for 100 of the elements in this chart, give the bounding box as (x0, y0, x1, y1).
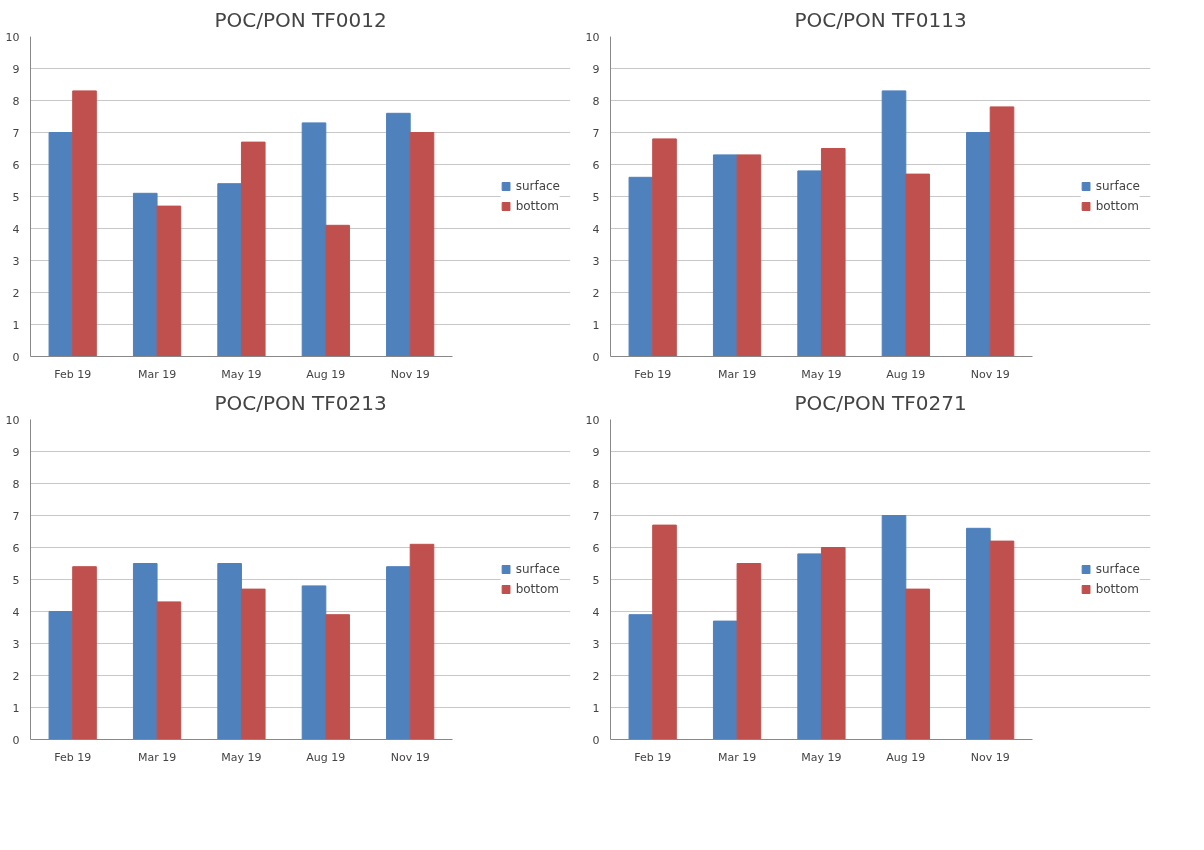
x-tick-label: Mar 19 (137, 367, 177, 381)
bar (217, 563, 242, 740)
x-tick-label: Mar 19 (137, 750, 177, 764)
y-tick-label: 4 (592, 605, 600, 619)
x-tick-label: May 19 (801, 367, 842, 381)
y-tick-label: 2 (12, 669, 20, 683)
y-tick-label: 5 (592, 573, 600, 587)
legend-label: bottom (1095, 582, 1140, 596)
x-tick-label: May 19 (801, 750, 842, 764)
y-tick-label: 4 (592, 222, 600, 236)
legend-label: surface (515, 179, 560, 193)
bar (652, 524, 677, 740)
x-tick-label: Feb 19 (54, 367, 92, 381)
bar (652, 138, 677, 357)
bar (301, 585, 327, 740)
y-tick-label: 10 (585, 413, 600, 427)
x-tick-label: Nov 19 (390, 367, 430, 381)
legend-label: surface (1095, 562, 1140, 576)
y-tick-label: 2 (592, 669, 600, 683)
bar (628, 176, 654, 357)
x-tick-label: Feb 19 (634, 750, 672, 764)
bar (881, 515, 907, 740)
y-tick-label: 8 (12, 477, 20, 491)
bar (989, 540, 1015, 740)
y-tick-label: 4 (12, 605, 20, 619)
y-tick-label: 3 (12, 254, 20, 268)
y-tick-label: 7 (592, 126, 600, 140)
y-tick-label: 10 (5, 413, 20, 427)
bar (72, 566, 97, 740)
bar (325, 614, 350, 740)
y-tick-label: 3 (12, 637, 20, 651)
y-tick-label: 9 (592, 62, 600, 76)
bar (820, 547, 846, 740)
bar (628, 614, 654, 740)
y-tick-label: 9 (12, 445, 20, 459)
bar (386, 566, 411, 740)
y-tick-label: 2 (592, 286, 600, 300)
bar (301, 122, 327, 357)
y-tick-label: 1 (12, 701, 20, 715)
y-tick-label: 0 (12, 350, 20, 364)
y-tick-label: 5 (592, 190, 600, 204)
y-tick-label: 1 (592, 318, 600, 332)
bar (712, 154, 738, 357)
y-tick-label: 6 (12, 158, 20, 172)
legend-label: surface (515, 562, 560, 576)
bar (881, 90, 907, 357)
y-tick-label: 1 (592, 701, 600, 715)
bar (240, 588, 266, 740)
y-tick-label: 6 (592, 158, 600, 172)
bar (132, 192, 158, 357)
y-tick-label: 3 (592, 637, 600, 651)
y-tick-label: 8 (592, 477, 600, 491)
bar (905, 173, 930, 357)
bar (736, 563, 762, 740)
bar (386, 112, 411, 357)
y-tick-label: 0 (592, 350, 600, 364)
y-tick-label: 7 (12, 509, 20, 523)
y-tick-label: 7 (592, 509, 600, 523)
bar (712, 620, 738, 740)
chart-title: POC/PON TF0012 (214, 7, 387, 32)
x-tick-label: Feb 19 (54, 750, 92, 764)
x-tick-label: May 19 (221, 367, 262, 381)
y-tick-label: 2 (12, 286, 20, 300)
y-tick-label: 3 (592, 254, 600, 268)
y-tick-label: 0 (592, 733, 600, 747)
y-tick-label: 6 (12, 541, 20, 555)
x-tick-label: Nov 19 (390, 750, 430, 764)
y-tick-label: 8 (12, 94, 20, 108)
x-tick-label: Mar 19 (717, 367, 757, 381)
y-tick-label: 7 (12, 126, 20, 140)
x-tick-label: Aug 19 (306, 367, 346, 381)
x-tick-label: Aug 19 (886, 750, 926, 764)
y-tick-label: 5 (12, 573, 20, 587)
bar (156, 205, 182, 357)
bar (736, 154, 762, 357)
x-tick-label: Feb 19 (634, 367, 672, 381)
chart-title: POC/PON TF0213 (214, 390, 387, 415)
y-tick-label: 9 (12, 62, 20, 76)
bar (217, 183, 242, 357)
bar (240, 141, 266, 357)
legend-label: bottom (515, 582, 560, 596)
legend-label: bottom (1095, 199, 1140, 213)
bar (797, 553, 822, 740)
y-tick-label: 10 (585, 30, 600, 44)
bar (820, 148, 846, 357)
x-tick-label: Aug 19 (886, 367, 926, 381)
y-tick-label: 9 (592, 445, 600, 459)
y-tick-label: 1 (12, 318, 20, 332)
bar (409, 543, 435, 740)
bar (989, 106, 1015, 357)
y-tick-label: 0 (12, 733, 20, 747)
y-tick-label: 10 (5, 30, 20, 44)
legend-label: surface (1095, 179, 1140, 193)
bar (905, 588, 930, 740)
bar (72, 90, 97, 357)
chart-title: POC/PON TF0271 (794, 390, 967, 415)
y-tick-label: 5 (12, 190, 20, 204)
legend-label: bottom (515, 199, 560, 213)
y-tick-label: 6 (592, 541, 600, 555)
x-tick-label: May 19 (221, 750, 262, 764)
